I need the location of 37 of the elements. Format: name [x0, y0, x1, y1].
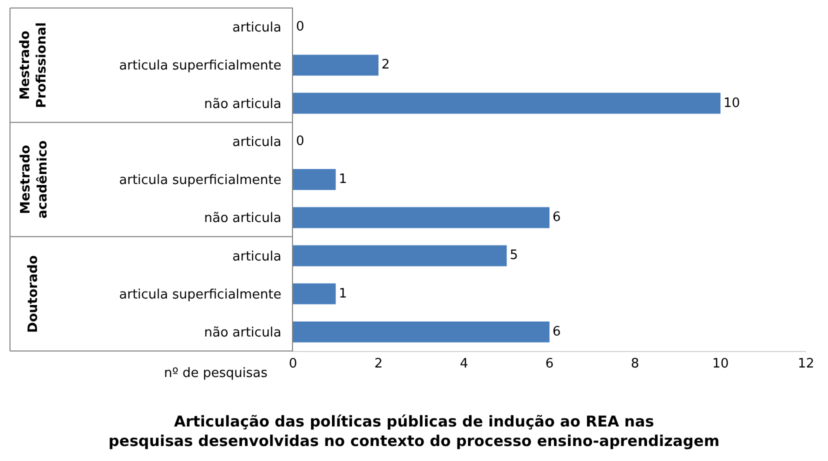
y-tick-label: articula superficialmente	[119, 287, 282, 302]
y-tick-label: articula superficialmente	[119, 173, 282, 188]
data-label: 0	[296, 134, 304, 149]
data-label: 2	[382, 58, 390, 73]
bar	[293, 321, 550, 342]
y-tick-label: articula superficialmente	[119, 58, 282, 74]
y-tick-label: não articula	[204, 96, 282, 112]
bar	[293, 169, 336, 190]
bar	[293, 207, 550, 228]
x-tick-label: 6	[545, 356, 554, 372]
bar	[293, 92, 720, 114]
x-tick-label: 10	[712, 356, 729, 372]
data-label: 6	[552, 210, 561, 226]
bar	[293, 245, 507, 266]
x-tick-label: 4	[460, 356, 468, 372]
bar	[293, 283, 336, 304]
y-tick-label: articula	[232, 249, 282, 264]
data-label: 0	[296, 20, 304, 35]
data-label: 10	[724, 96, 740, 111]
data-label: 6	[552, 324, 561, 340]
text: Mestrado acadêmico	[18, 140, 50, 218]
data-label: 1	[338, 286, 348, 302]
data-label: 5	[510, 248, 518, 264]
x-tick-label: 12	[798, 356, 814, 372]
x-tick-label: 8	[630, 356, 640, 372]
data-label: 1	[338, 172, 348, 187]
bar	[293, 54, 378, 76]
y-tick-label: não articula	[204, 325, 282, 340]
x-tick-label: 0	[288, 356, 298, 372]
x-axis-title: nº de pesquisas	[164, 366, 268, 381]
text: Mestrado Profissional	[18, 22, 50, 108]
y-tick-label: articula	[232, 20, 282, 36]
text: Doutorado	[26, 255, 42, 333]
x-tick-label: 2	[374, 356, 383, 372]
text: Articulação das políticas públicas de indução ao REA nas pesquisas desenvolvidas no contexto do processo ensino-aprendizagem	[108, 412, 720, 450]
y-tick-label: não articula	[204, 211, 282, 226]
y-tick-label: articula	[232, 134, 282, 150]
